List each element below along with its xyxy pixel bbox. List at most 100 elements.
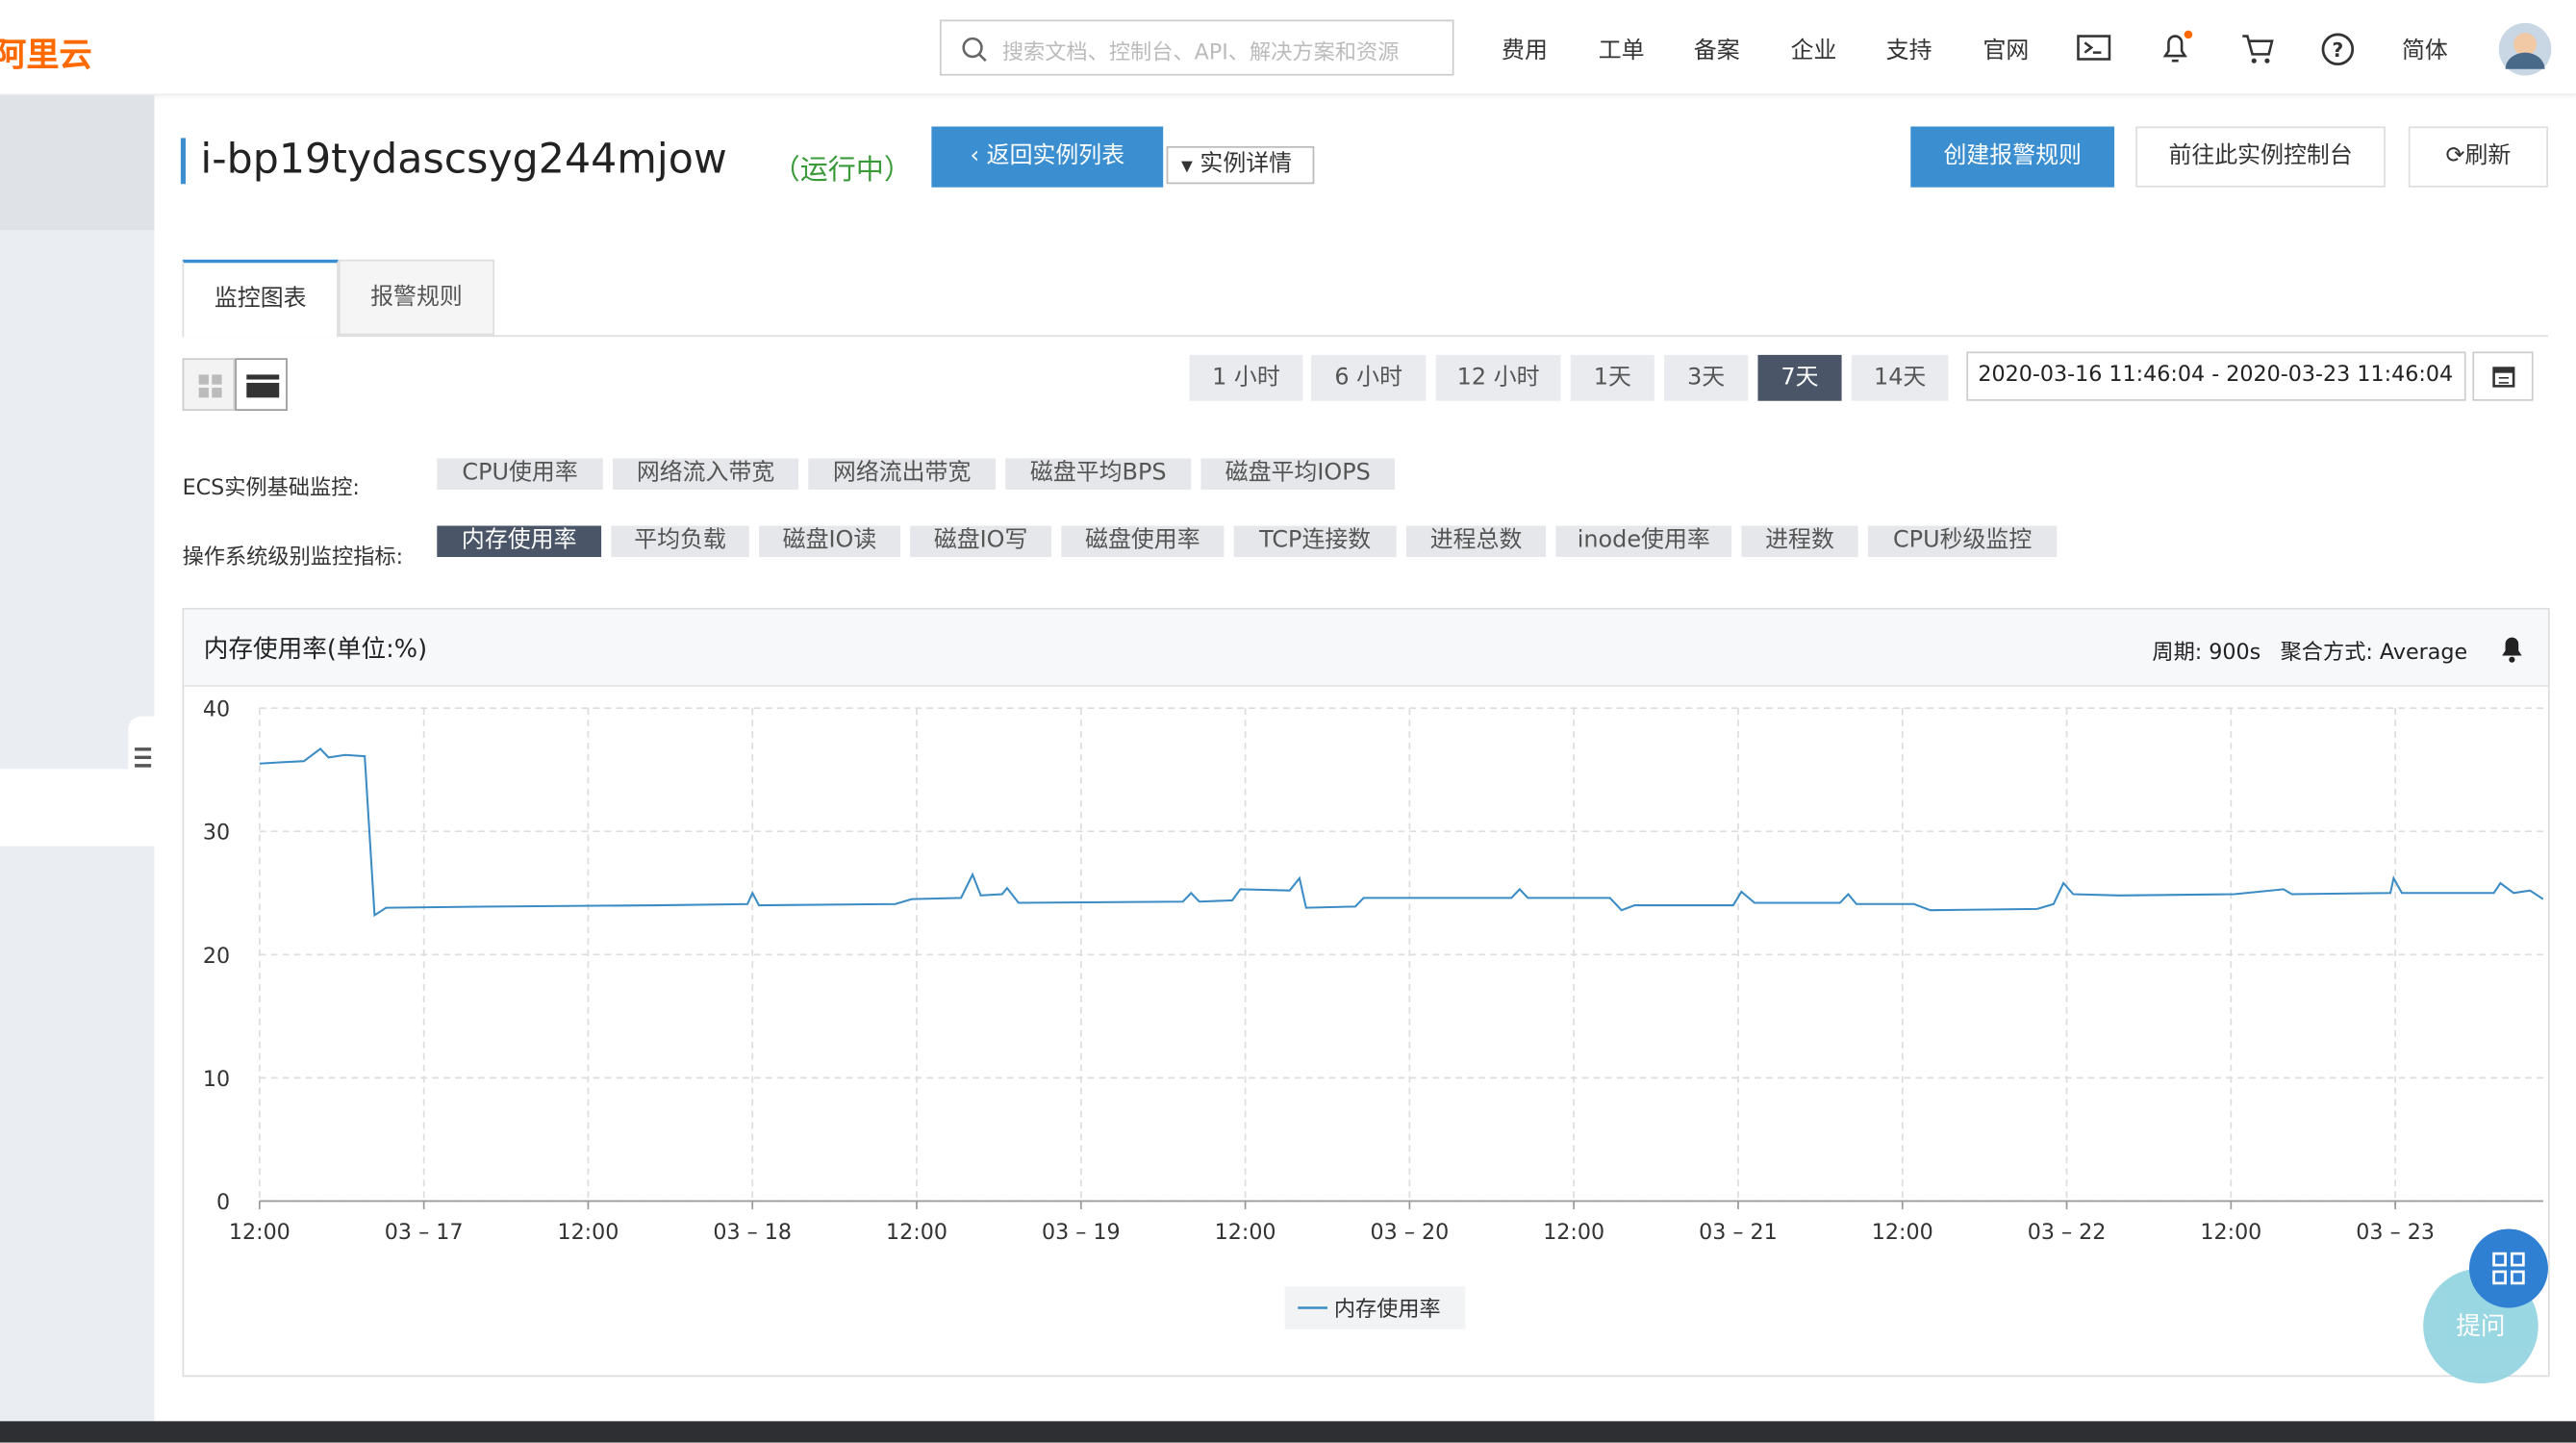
x-tick-label: 12:00	[1872, 1220, 1933, 1245]
metric-button[interactable]: 进程总数	[1405, 525, 1547, 557]
metric-button[interactable]: CPU使用率	[437, 458, 603, 490]
time-range[interactable]: 14天	[1851, 354, 1949, 401]
instance-status: （运行中）	[771, 154, 912, 188]
metric-button-active[interactable]: 内存使用率	[437, 525, 602, 557]
dropdown-label: 实例详情	[1200, 151, 1293, 178]
x-tick-label: 03 – 20	[1371, 1220, 1450, 1245]
metric-button[interactable]: CPU秒级监控	[1867, 525, 2058, 557]
cart-icon[interactable]	[2241, 33, 2278, 65]
search-icon	[962, 37, 987, 63]
x-tick-label: 12:00	[886, 1220, 947, 1245]
nav-item[interactable]: 企业	[1790, 38, 1837, 64]
x-tick-label: 03 – 18	[713, 1220, 792, 1245]
apps-icon	[2492, 1252, 2525, 1285]
metric-button[interactable]: 磁盘IO写	[910, 525, 1052, 557]
time-range[interactable]: 3天	[1664, 354, 1749, 401]
sidebar-block	[0, 95, 155, 231]
language[interactable]: 简体	[2401, 38, 2448, 64]
time-range-active[interactable]: 7天	[1757, 354, 1842, 401]
series-line	[259, 747, 2544, 918]
time-range[interactable]: 1 小时	[1189, 354, 1303, 401]
metric-button[interactable]: inode使用率	[1555, 525, 1732, 557]
top-bar	[0, 0, 2576, 96]
logo[interactable]: 阿里云	[0, 34, 92, 74]
avatar[interactable]	[2498, 22, 2552, 76]
x-tick-label: 03 – 22	[2028, 1220, 2107, 1245]
instance-id: i-bp19tydascsyg244mjow	[200, 135, 727, 183]
grid-view-toggle[interactable]	[182, 358, 236, 411]
back-button[interactable]: ‹ 返回实例列表	[931, 126, 1164, 188]
nav-item[interactable]: 官网	[1983, 38, 2030, 64]
time-range[interactable]: 12 小时	[1435, 354, 1561, 401]
nav-item[interactable]: 费用	[1502, 38, 1548, 64]
console-button[interactable]: 前往此实例控制台	[2135, 126, 2386, 188]
grid-icon	[198, 374, 222, 398]
x-tick-label: 12:00	[229, 1220, 290, 1245]
metric-button[interactable]: 磁盘平均BPS	[1005, 458, 1192, 490]
calendar-icon	[2492, 367, 2515, 388]
metric-button[interactable]: 磁盘IO读	[759, 525, 900, 557]
metric-button[interactable]: 网络流入带宽	[613, 458, 799, 490]
y-tick-label: 0	[216, 1190, 230, 1215]
apps-button[interactable]	[2468, 1228, 2548, 1308]
svg-text:?: ?	[2332, 38, 2343, 62]
metric-button[interactable]: 平均负载	[611, 525, 749, 557]
search-box[interactable]: 搜索文档、控制台、API、解决方案和资源	[939, 19, 1454, 76]
metric-button[interactable]: 网络流出带宽	[808, 458, 996, 490]
y-tick-label: 30	[203, 821, 230, 846]
help-icon[interactable]: ?	[2320, 31, 2357, 67]
sidebar-toggle[interactable]	[128, 716, 155, 805]
chart-alarm-icon[interactable]	[2497, 633, 2527, 664]
x-tick-label: 12:00	[1215, 1220, 1276, 1245]
bell-icon[interactable]	[2157, 26, 2196, 65]
legend-label: 内存使用率	[1334, 1297, 1441, 1322]
chart-period: 周期: 900s	[2152, 641, 2261, 666]
chart-panel	[182, 607, 2550, 1378]
x-tick-label: 03 – 21	[1699, 1220, 1778, 1245]
metric-button[interactable]: 磁盘平均IOPS	[1200, 458, 1396, 490]
date-range-input[interactable]: 2020-03-16 11:46:04 - 2020-03-23 11:46:0…	[1966, 351, 2466, 401]
y-tick-label: 40	[203, 697, 230, 722]
chart-aggregation: 聚合方式: Average	[2280, 641, 2468, 666]
chart-title: 内存使用率(单位:%)	[203, 634, 428, 664]
list-icon	[246, 374, 280, 398]
title-accent	[180, 138, 186, 185]
dropdown-caret: ▼	[1180, 159, 1193, 176]
tab-active[interactable]: 监控图表	[182, 259, 339, 338]
x-tick-label: 12:00	[557, 1220, 619, 1245]
nav-item[interactable]: 备案	[1693, 38, 1740, 64]
tab-rule	[182, 335, 2548, 338]
time-range[interactable]: 6 小时	[1310, 354, 1427, 401]
chart-panel-header	[184, 609, 2548, 687]
refresh-label: 刷新	[2464, 142, 2512, 169]
search-placeholder: 搜索文档、控制台、API、解决方案和资源	[1001, 40, 1400, 66]
metric-group-label: 操作系统级别监控指标:	[182, 545, 404, 570]
back-arrow: ‹	[970, 142, 987, 169]
toggle-icon	[135, 747, 152, 768]
nav-item[interactable]: 支持	[1885, 38, 1932, 64]
details-dropdown[interactable]: ▼ 实例详情	[1166, 146, 1315, 185]
metric-button[interactable]: 进程数	[1741, 525, 1858, 557]
metric-button[interactable]: 磁盘使用率	[1061, 525, 1225, 557]
x-tick-label: 03 – 17	[385, 1220, 464, 1245]
create-alarm-button[interactable]: 创建报警规则	[1910, 126, 2115, 188]
metric-group-label: ECS实例基础监控:	[182, 476, 360, 501]
x-tick-label: 03 – 23	[2356, 1220, 2435, 1245]
x-tick-label: 12:00	[2200, 1220, 2261, 1245]
calendar-button[interactable]	[2472, 351, 2534, 401]
back-label: 返回实例列表	[986, 142, 1125, 169]
list-view-toggle[interactable]	[235, 358, 288, 411]
nav-item[interactable]: 工单	[1598, 38, 1645, 64]
y-tick-label: 10	[203, 1067, 230, 1092]
tab[interactable]: 报警规则	[338, 259, 495, 336]
terminal-icon[interactable]	[2077, 33, 2113, 63]
x-tick-label: 03 – 19	[1042, 1220, 1121, 1245]
refresh-icon: ⟳	[2445, 142, 2465, 169]
metric-button[interactable]: TCP连接数	[1233, 525, 1397, 557]
refresh-button[interactable]: ⟳刷新	[2408, 126, 2548, 188]
bottom-bar	[0, 1421, 2576, 1443]
time-range[interactable]: 1天	[1570, 354, 1654, 401]
